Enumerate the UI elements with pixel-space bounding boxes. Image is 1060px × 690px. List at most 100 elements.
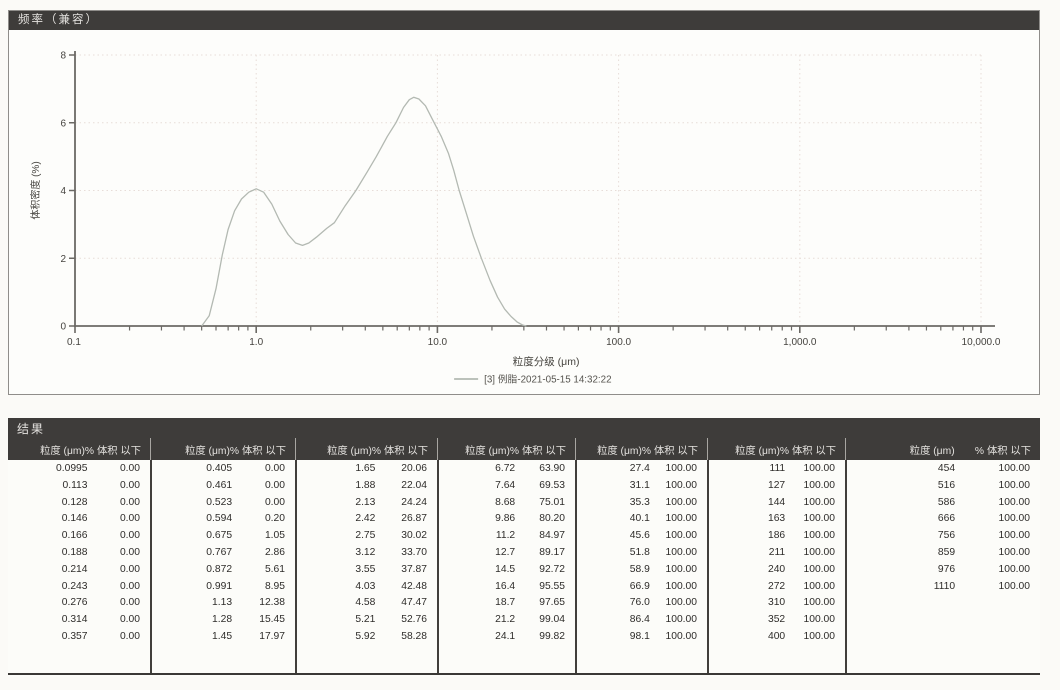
table-row: 111 100.00 <box>709 463 845 480</box>
size-value: 0.0995 <box>56 463 88 474</box>
size-value: 0.146 <box>61 513 88 525</box>
percent-below-value: 52.76 <box>401 614 427 626</box>
size-value: 0.128 <box>61 496 88 508</box>
results-column: 1.65 20.06 1.88 22.04 2.13 24.24 2.42 26.87 2.75… <box>295 460 437 673</box>
percent-below-value: 100.00 <box>998 496 1031 508</box>
table-row: 0.405 0.00 <box>152 463 295 480</box>
table-row: 24.1 99.82 <box>439 631 575 648</box>
table-row: 666 100.00 <box>847 513 1040 530</box>
x-tick-label: 10.0 <box>428 337 448 348</box>
percent-below-value: 69.53 <box>539 479 565 491</box>
percent-below-value: 100.00 <box>665 614 698 626</box>
percent-below-value: 100.00 <box>803 563 836 575</box>
size-value: 454 <box>937 463 956 474</box>
size-value: 66.9 <box>629 580 650 592</box>
size-value: 98.1 <box>629 630 650 642</box>
size-value: 7.64 <box>495 479 516 491</box>
percent-below-value: 1.05 <box>264 530 285 542</box>
table-row: 76.0 100.00 <box>577 597 707 614</box>
results-panel: 结果 粒度 (μm)% 体积 以下 粒度 (μm)% 体积 以下 粒度 (μm)% … <box>8 418 1040 677</box>
size-value: 144 <box>767 496 786 508</box>
percent-below-value: 100.00 <box>998 580 1031 592</box>
table-row: 756 100.00 <box>847 530 1040 547</box>
table-row: 186 100.00 <box>709 530 845 547</box>
percent-below-value: 100.00 <box>665 630 698 642</box>
percent-below-value: 12.38 <box>259 597 285 609</box>
size-value: 0.523 <box>206 496 233 508</box>
table-row: 976 100.00 <box>847 564 1040 581</box>
table-row: 4.58 47.47 <box>297 597 437 614</box>
results-column: 6.72 63.90 7.64 69.53 8.68 75.01 9.86 80.20 11.2… <box>437 460 575 673</box>
table-row: 144 100.00 <box>709 497 845 514</box>
legend-label: [3] 例脂-2021-05-15 14:32:22 <box>484 373 611 386</box>
size-value: 516 <box>937 479 956 491</box>
table-row: 0.357 0.00 <box>8 631 150 648</box>
table-row: 5.92 58.28 <box>297 631 437 648</box>
percent-below-value: 100.00 <box>665 496 698 508</box>
size-value: 24.1 <box>495 630 516 642</box>
size-value: 0.357 <box>61 630 88 642</box>
percent-below-value: 0.00 <box>119 630 140 642</box>
table-row: 0.146 0.00 <box>8 513 150 530</box>
size-value: 0.405 <box>206 463 233 474</box>
table-row: 7.64 69.53 <box>439 480 575 497</box>
percent-below-value: 15.45 <box>259 614 285 626</box>
size-value: 666 <box>937 513 956 525</box>
size-value: 2.75 <box>355 530 376 542</box>
size-value: 9.86 <box>495 513 516 525</box>
size-column-header: 粒度 (μm) <box>327 445 372 457</box>
frequency-distribution-chart: 0.1 1.0 10.0 100.0 1,000.0 10,000.0 0 2 4 6 8 体积密度 … <box>29 51 1001 386</box>
percent-below-value: 0.00 <box>264 463 285 474</box>
percent-below-column-header: % 体积 以下 <box>509 445 566 457</box>
table-row: 0.675 1.05 <box>152 530 295 547</box>
size-value: 1.88 <box>355 479 376 491</box>
table-row: 6.72 63.90 <box>439 463 575 480</box>
percent-below-value: 20.06 <box>401 463 427 474</box>
size-value: 0.461 <box>206 479 233 491</box>
size-value: 5.92 <box>355 630 376 642</box>
size-value: 51.8 <box>629 546 650 558</box>
percent-below-value: 100.00 <box>665 513 698 525</box>
table-row: 31.1 100.00 <box>577 480 707 497</box>
grid-lines <box>75 54 982 326</box>
percent-below-column-header: % 体积 以下 <box>229 445 286 457</box>
size-value: 76.0 <box>629 597 650 609</box>
table-row: 0.214 0.00 <box>8 564 150 581</box>
percent-below-value: 42.48 <box>401 580 427 592</box>
table-row: 127 100.00 <box>709 480 845 497</box>
percent-below-value: 100.00 <box>665 597 698 609</box>
table-row: 86.4 100.00 <box>577 614 707 631</box>
size-column-header: 粒度 (μm) <box>735 445 780 457</box>
percent-below-value: 5.61 <box>264 563 285 575</box>
x-tick-label: 0.1 <box>67 337 81 348</box>
table-row: 4.03 42.48 <box>297 581 437 598</box>
table-row: 0.991 8.95 <box>152 581 295 598</box>
size-column-header: 粒度 (μm) <box>909 445 955 457</box>
table-row: 1.13 12.38 <box>152 597 295 614</box>
size-value: 31.1 <box>629 479 650 491</box>
percent-below-value: 100.00 <box>998 479 1031 491</box>
table-row: 586 100.00 <box>847 497 1040 514</box>
table-row: 35.3 100.00 <box>577 497 707 514</box>
size-value: 4.03 <box>355 580 376 592</box>
size-column-header: 粒度 (μm) <box>597 445 642 457</box>
size-value: 8.68 <box>495 496 516 508</box>
percent-below-value: 100.00 <box>803 630 836 642</box>
size-value: 310 <box>767 597 786 609</box>
table-row: 14.5 92.72 <box>439 564 575 581</box>
results-column: 111 100.00 127 100.00 144 100.00 163 100.00 186 1… <box>707 460 845 673</box>
results-column: 0.0995 0.00 0.113 0.00 0.128 0.00 0.146 0.00 0.1… <box>8 460 150 673</box>
percent-below-value: 100.00 <box>803 546 836 558</box>
size-value: 0.594 <box>206 513 233 525</box>
results-column: 27.4 100.00 31.1 100.00 35.3 100.00 40.1 100.00… <box>575 460 707 673</box>
frequency-curve <box>201 96 527 327</box>
y-axis-label: 体积密度 (%) <box>29 161 42 219</box>
percent-below-column-header: % 体积 以下 <box>974 445 1031 457</box>
percent-below-value: 100.00 <box>803 530 836 542</box>
percent-below-value: 47.47 <box>401 597 427 609</box>
table-row: 1.45 17.97 <box>152 631 295 648</box>
table-row: 0.594 0.20 <box>152 513 295 530</box>
percent-below-value: 0.00 <box>119 563 140 575</box>
table-row: 2.42 26.87 <box>297 513 437 530</box>
table-row: 0.188 0.00 <box>8 547 150 564</box>
